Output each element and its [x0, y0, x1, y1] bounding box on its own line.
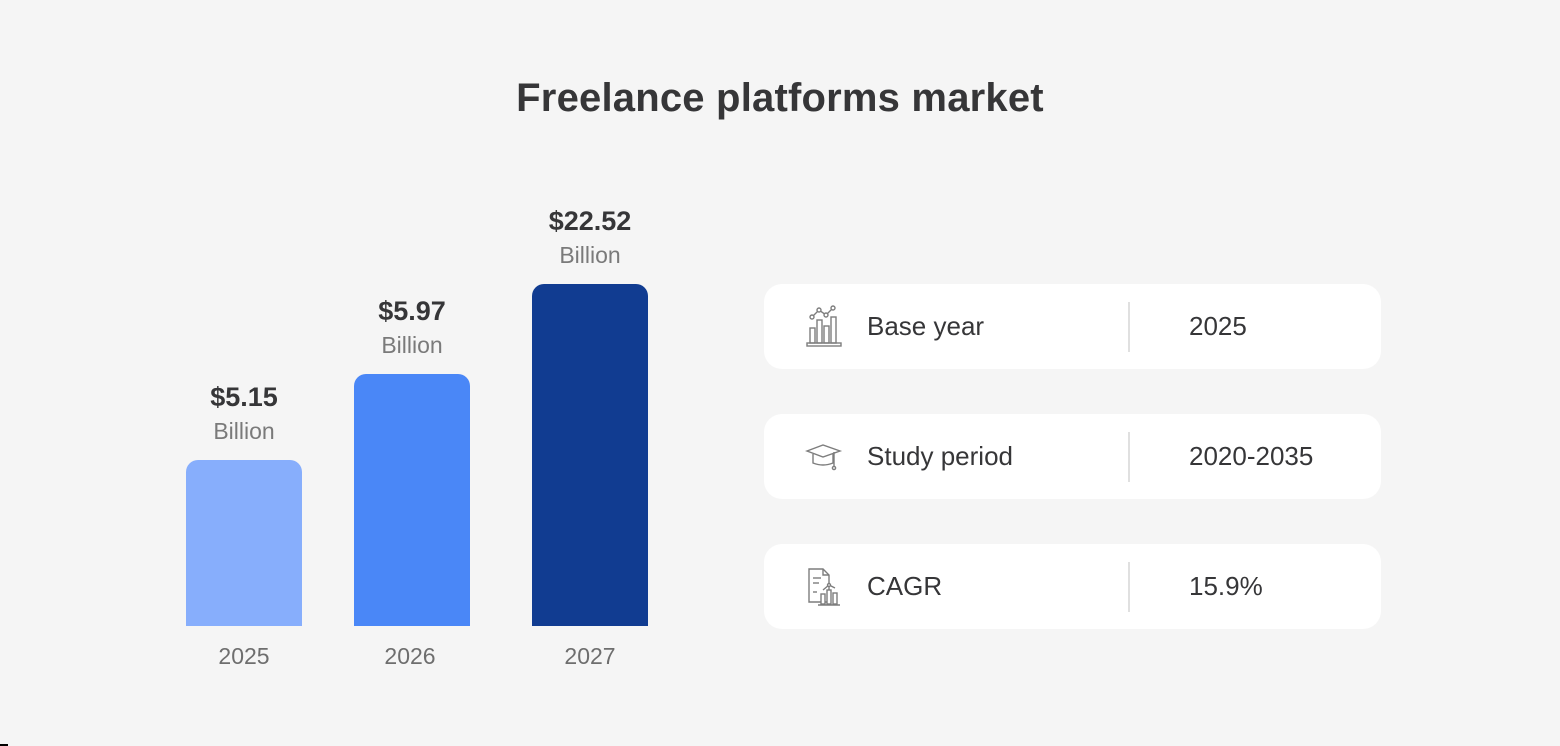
- bar-unit-label: Billion: [381, 332, 443, 358]
- bar-2027: [532, 284, 648, 626]
- chart-title: Freelance platforms market: [516, 76, 1044, 120]
- stat-value: 2025: [1189, 311, 1247, 341]
- graduation-cap-icon: [804, 434, 844, 478]
- stat-label: CAGR: [867, 571, 943, 601]
- bar-unit-label: Billion: [559, 242, 621, 268]
- bar-2026: [354, 374, 470, 626]
- bar-chart-trend-icon: [804, 304, 844, 348]
- divider: [1128, 432, 1130, 482]
- stat-label: Base year: [867, 311, 985, 341]
- bar-value-label: $22.52: [548, 206, 632, 236]
- report-chart-icon: [804, 564, 844, 608]
- stat-value: 15.9%: [1189, 571, 1263, 601]
- bar-value-label: $5.15: [210, 382, 278, 412]
- bar-group-2027: $22.52 Billion 2027: [532, 0, 648, 746]
- x-axis-label: 2025: [218, 643, 270, 669]
- x-axis-label: 2027: [564, 643, 616, 669]
- divider: [1128, 562, 1130, 612]
- stat-label: Study period: [867, 441, 1013, 471]
- bar-unit-label: Billion: [213, 418, 275, 444]
- stat-card-base-year: Base year 2025: [764, 284, 1381, 369]
- divider: [1128, 302, 1130, 352]
- stat-card-study-period: Study period 2020-2035: [764, 414, 1381, 499]
- stat-value: 2020-2035: [1189, 441, 1314, 471]
- bar-group-2026: $5.97 Billion 2026: [354, 0, 470, 746]
- x-axis-label: 2026: [384, 643, 436, 669]
- bar-2025: [186, 460, 302, 626]
- corner-mark: [0, 744, 8, 746]
- bar-value-label: $5.97: [378, 296, 446, 326]
- bar-group-2025: $5.15 Billion 2025: [186, 0, 302, 746]
- stat-card-cagr: CAGR 15.9%: [764, 544, 1381, 629]
